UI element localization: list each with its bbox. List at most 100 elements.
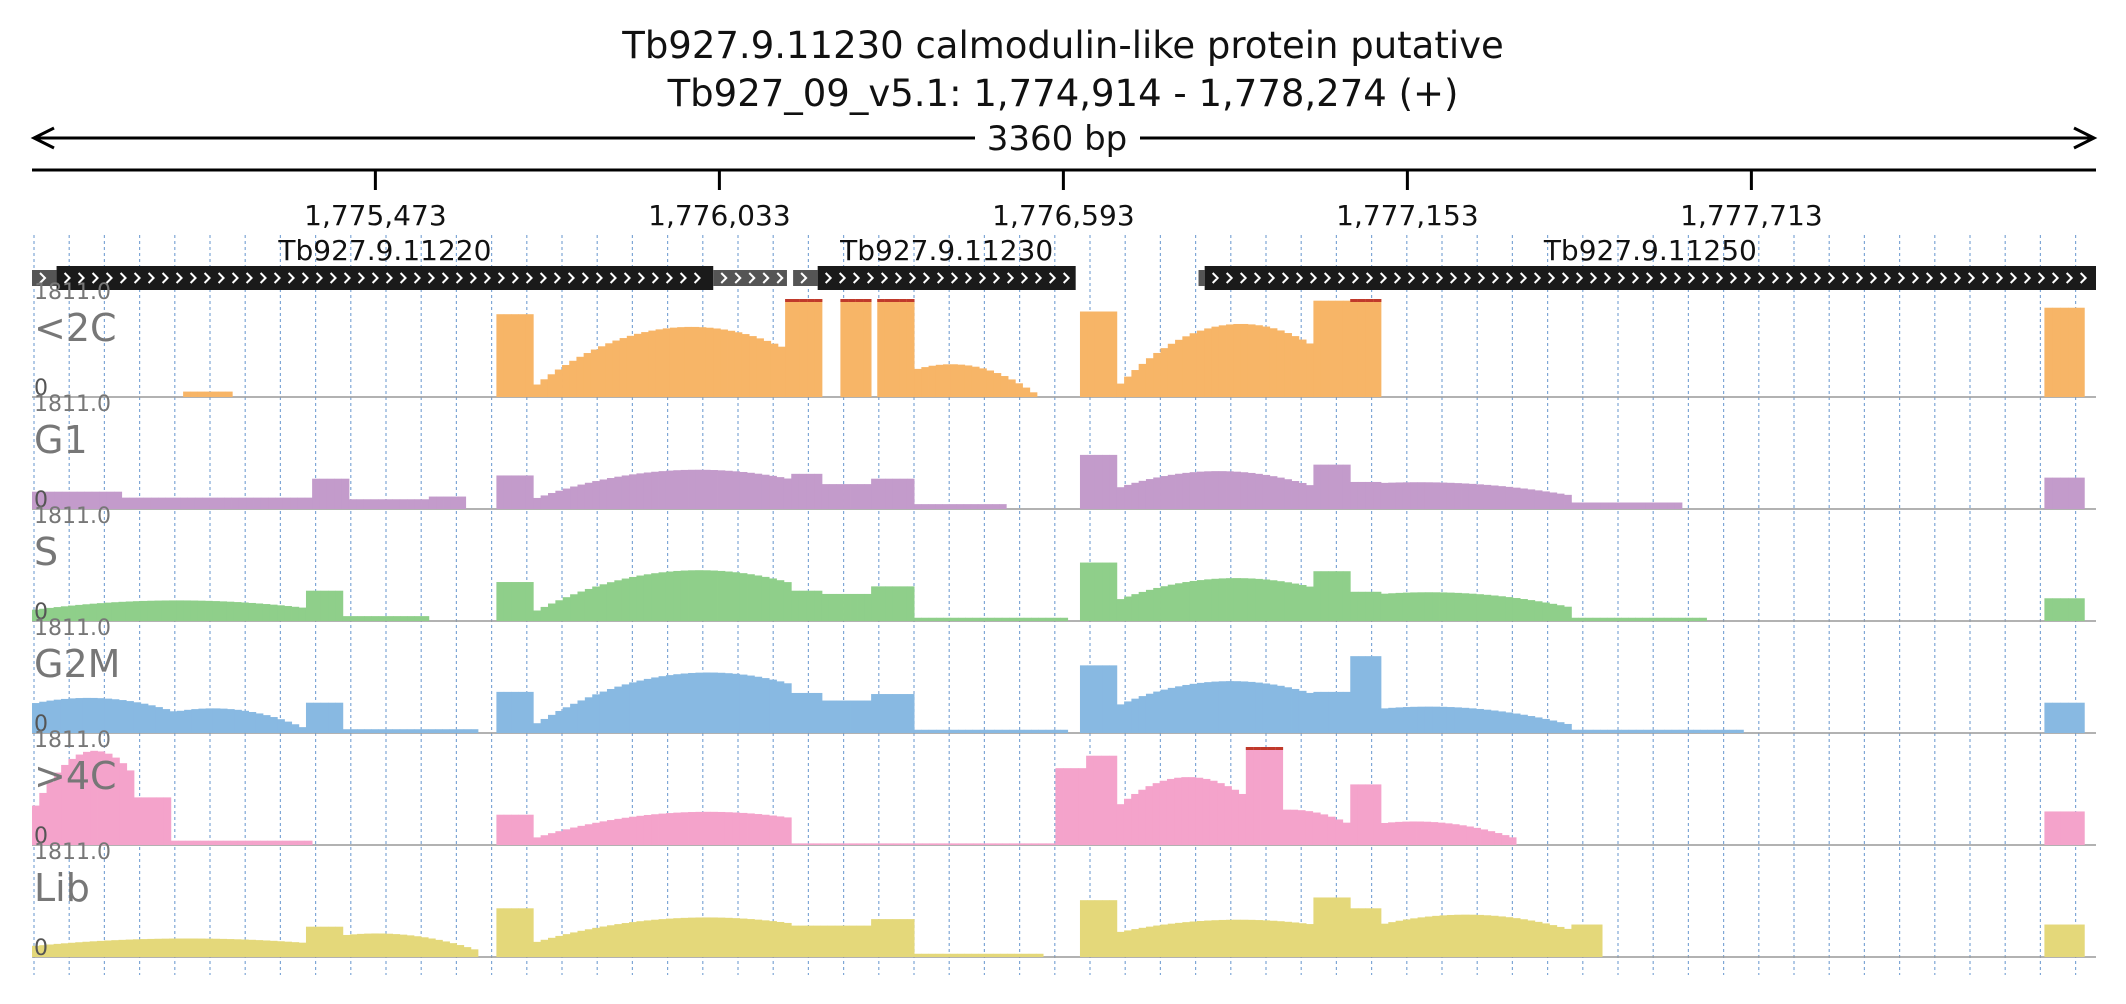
coverage-bar xyxy=(843,484,851,509)
coverage-bar xyxy=(907,843,916,845)
coverage-bar xyxy=(46,781,55,845)
coverage-bar xyxy=(680,812,689,845)
coverage-bar xyxy=(1556,722,1565,733)
coverage-bar xyxy=(211,391,219,397)
coverage-bar xyxy=(1692,617,1700,621)
coverage-bar xyxy=(1380,822,1389,845)
coverage-bar xyxy=(385,616,394,621)
coverage-bar xyxy=(710,570,718,621)
coverage-bar xyxy=(1402,482,1411,509)
coverage-bar xyxy=(82,604,91,621)
coverage-bar xyxy=(400,616,408,621)
track-name-label: G1 xyxy=(34,418,88,462)
coverage-bar xyxy=(776,580,785,621)
coverage-bar xyxy=(1269,580,1278,621)
coverage-bar xyxy=(688,469,696,509)
coverage-bar xyxy=(885,919,894,957)
coverage-bar xyxy=(496,314,505,397)
coverage-bar xyxy=(658,919,667,957)
coverage-bar xyxy=(1275,747,1284,845)
coverage-bar xyxy=(111,699,120,733)
coverage-bar xyxy=(518,691,527,733)
coverage-bar xyxy=(856,843,865,845)
coverage-bar xyxy=(1678,729,1687,733)
coverage-bar xyxy=(1240,578,1249,621)
coverage-bar xyxy=(1410,918,1418,957)
coverage-overflow-mark xyxy=(1253,747,1261,750)
coverage-bar xyxy=(1276,330,1285,397)
coverage-bar xyxy=(284,606,292,621)
coverage-bar xyxy=(525,475,534,509)
coverage-bar xyxy=(1578,502,1587,509)
coverage-bar xyxy=(599,584,608,621)
coverage-bar xyxy=(1454,592,1462,621)
coverage-bar xyxy=(1594,924,1603,957)
coverage-bar xyxy=(849,925,857,957)
coverage-bar xyxy=(1291,481,1300,509)
coverage-bar xyxy=(629,474,637,509)
coverage-bar xyxy=(1124,930,1132,957)
coverage-bar xyxy=(906,586,915,621)
coverage-bar xyxy=(783,817,792,845)
coverage-bar xyxy=(1029,392,1038,397)
coverage-bar xyxy=(2060,598,2069,621)
coverage-bar xyxy=(176,938,184,957)
coverage-bar xyxy=(1628,729,1637,733)
coverage-bar xyxy=(1022,387,1031,397)
coverage-bar xyxy=(1534,717,1543,733)
coverage-bar xyxy=(754,814,763,845)
coverage-bar xyxy=(320,926,329,957)
coverage-bar xyxy=(658,471,667,509)
coverage-bar xyxy=(1512,598,1521,621)
coverage-bar xyxy=(246,497,254,509)
coverage-bar xyxy=(204,391,212,397)
coverage-bar xyxy=(1109,665,1118,733)
coverage-bar xyxy=(710,672,718,733)
coverage-track: 1811.0S 0 xyxy=(32,504,2096,625)
coverage-bar xyxy=(97,751,106,845)
coverage-bar xyxy=(1276,477,1285,509)
coverage-bar xyxy=(370,499,379,509)
coverage-bar xyxy=(606,478,615,509)
coverage-bar xyxy=(673,570,682,621)
coverage-bar xyxy=(334,478,342,509)
coverage-bar xyxy=(1291,688,1300,733)
coverage-bar xyxy=(1365,299,1374,397)
coverage-bar xyxy=(705,327,714,397)
coverage-bar xyxy=(754,575,763,621)
coverage-bar xyxy=(1388,482,1397,509)
coverage-bar xyxy=(1024,843,1032,845)
coverage-bar xyxy=(1175,339,1183,397)
coverage-bar xyxy=(1490,710,1499,733)
coverage-bar xyxy=(1240,323,1249,397)
coverage-bar xyxy=(921,367,929,397)
coverage-bar xyxy=(104,698,113,733)
coverage-bar xyxy=(813,925,821,957)
coverage-bar xyxy=(964,365,973,397)
coverage-bar xyxy=(658,813,667,845)
coverage-bar xyxy=(378,499,386,509)
coverage-bar xyxy=(673,470,682,509)
coverage-bar xyxy=(421,499,430,509)
gene-label: Tb927.9.11220 xyxy=(277,234,491,267)
coverage-bar xyxy=(984,504,993,509)
coverage-bar xyxy=(1439,592,1448,621)
coverage-bar xyxy=(435,939,443,957)
coverage-bar xyxy=(798,925,807,957)
coverage-bar xyxy=(1476,914,1484,957)
coverage-bar xyxy=(39,792,47,845)
track-name-label: S xyxy=(34,530,58,574)
coverage-bar xyxy=(1245,747,1254,845)
coverage-bar xyxy=(1328,571,1336,621)
coverage-bar xyxy=(621,817,630,845)
coverage-bar xyxy=(1630,502,1639,509)
coverage-bar xyxy=(342,934,351,957)
coverage-bar xyxy=(1102,311,1110,397)
coverage-bar xyxy=(1015,383,1023,397)
coverage-bar xyxy=(2068,598,2077,621)
coverage-bar xyxy=(385,933,394,957)
coverage-bar xyxy=(1335,571,1344,621)
coverage-overflow-mark xyxy=(1260,747,1269,750)
coverage-bar xyxy=(1131,594,1140,621)
coverage-bar xyxy=(1094,454,1103,509)
